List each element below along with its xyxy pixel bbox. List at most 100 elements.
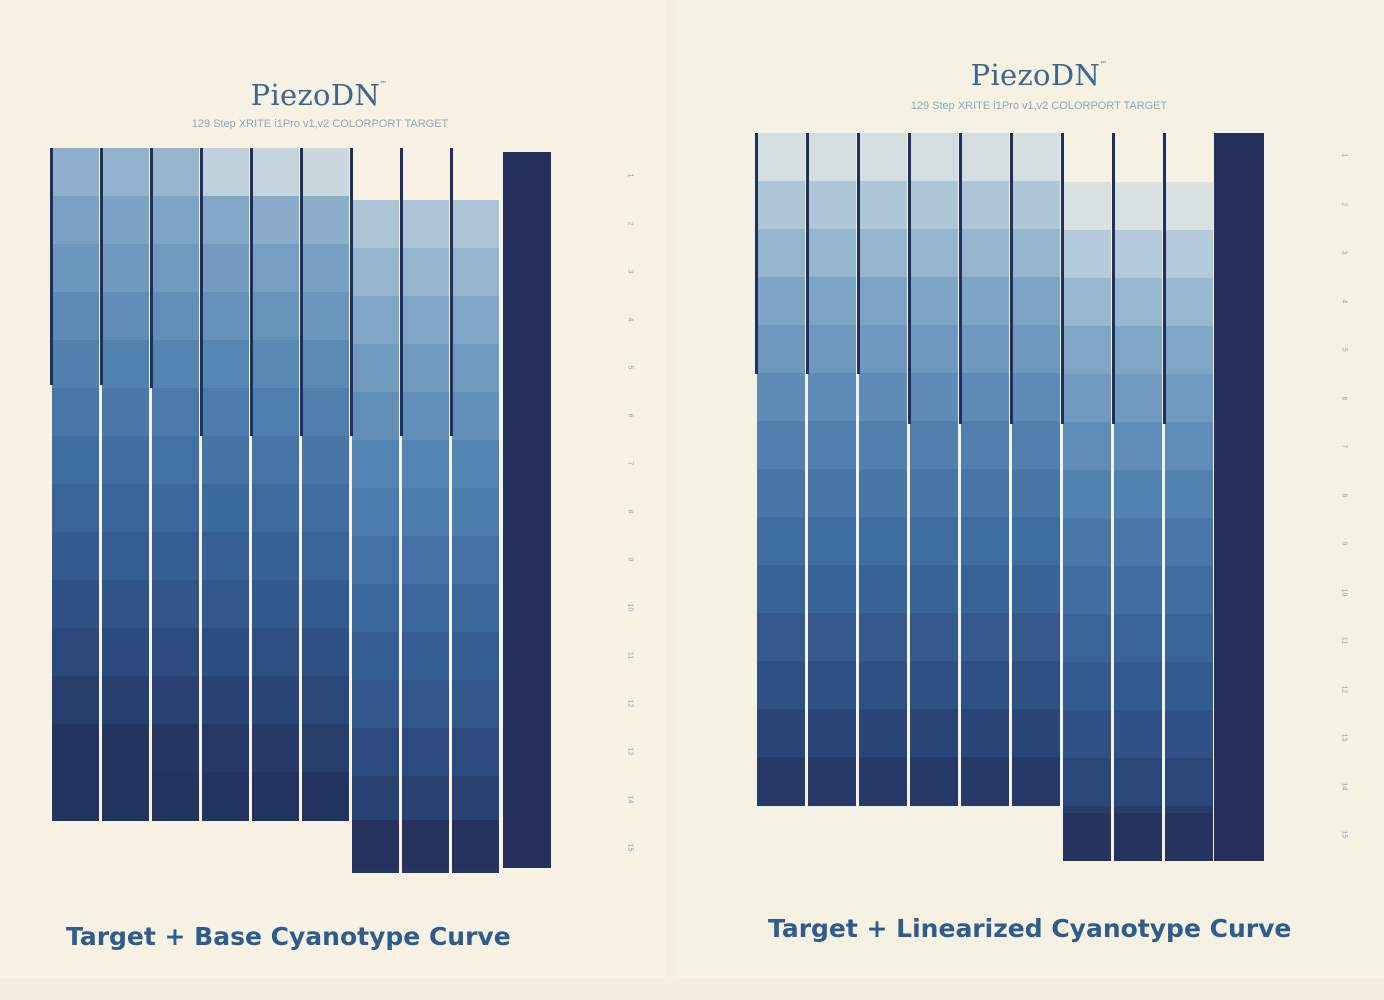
step-patch	[910, 277, 958, 326]
step-patch	[961, 517, 1009, 566]
row-number-label: 15	[1340, 830, 1348, 839]
step-patch	[1063, 182, 1111, 231]
step-patch	[757, 565, 805, 614]
step-patch	[910, 757, 958, 806]
step-patch	[102, 676, 149, 725]
step-patch	[910, 133, 958, 182]
step-patch	[1012, 757, 1060, 806]
step-patch	[302, 532, 349, 581]
step-patch	[859, 277, 907, 326]
step-patch	[352, 296, 399, 345]
left-step-wedge-grid	[0, 0, 667, 900]
step-patch	[402, 632, 449, 681]
column-divider	[350, 148, 353, 436]
step-patch	[1114, 470, 1162, 519]
step-patch	[102, 724, 149, 773]
step-patch	[757, 421, 805, 470]
step-patch	[252, 724, 299, 773]
row-number-label: 15	[626, 843, 634, 852]
column-divider	[755, 133, 758, 374]
step-patch	[757, 133, 805, 182]
step-patch	[910, 181, 958, 230]
step-patch	[859, 565, 907, 614]
step-patch	[402, 536, 449, 585]
step-patch	[757, 757, 805, 806]
step-patch	[452, 536, 499, 585]
step-patch	[302, 148, 349, 197]
step-patch	[352, 392, 399, 441]
step-patch	[152, 724, 199, 773]
right-target-panel: PiezoDN™ 129 Step XRITE i1Pro v1,v2 COLO…	[676, 0, 1384, 978]
step-patch	[452, 776, 499, 825]
column-divider	[857, 133, 860, 374]
step-patch	[352, 344, 399, 393]
step-patch	[52, 724, 99, 773]
step-patch	[1114, 813, 1162, 861]
step-patch	[102, 532, 149, 581]
step-patch	[1165, 374, 1213, 423]
step-patch	[452, 632, 499, 681]
step-patch	[1063, 230, 1111, 279]
step-patch	[202, 292, 249, 341]
step-patch	[1063, 278, 1111, 327]
row-number-label: 5	[1340, 347, 1348, 352]
step-patch	[961, 757, 1009, 806]
step-patch	[1012, 613, 1060, 662]
step-patch	[452, 248, 499, 297]
step-patch	[402, 728, 449, 777]
column-divider	[250, 148, 253, 436]
step-patch	[1012, 469, 1060, 518]
solid-max-density-strip	[503, 152, 551, 868]
step-patch	[152, 772, 199, 821]
step-patch	[910, 613, 958, 662]
step-patch	[808, 421, 856, 470]
step-patch	[102, 580, 149, 629]
step-patch	[859, 709, 907, 758]
step-patch	[102, 484, 149, 533]
row-number-label: 1	[626, 173, 634, 178]
step-patch	[1012, 133, 1060, 182]
step-patch	[1165, 470, 1213, 519]
row-number-label: 10	[626, 603, 634, 612]
step-patch	[910, 661, 958, 710]
step-patch	[859, 517, 907, 566]
step-patch	[1063, 813, 1111, 861]
step-patch	[152, 244, 199, 293]
step-patch	[757, 373, 805, 422]
step-patch	[859, 421, 907, 470]
step-patch	[1114, 614, 1162, 663]
column-divider	[400, 148, 403, 436]
step-patch	[961, 565, 1009, 614]
step-patch	[859, 373, 907, 422]
right-row-labels: 1 2 3 4 5 6 7 8 9 10 11 12 13 14 15	[1334, 0, 1354, 900]
step-patch	[1114, 758, 1162, 807]
step-patch	[1012, 229, 1060, 278]
step-patch	[808, 277, 856, 326]
step-patch	[302, 676, 349, 725]
left-row-labels: 1 2 3 4 5 6 7 8 9 10 11 12 13 14 15	[620, 0, 640, 900]
step-patch	[452, 296, 499, 345]
right-brand-tm: ™	[1100, 60, 1108, 68]
step-patch	[1165, 326, 1213, 375]
step-patch	[102, 388, 149, 437]
left-target-subtitle: 129 Step XRITE i1Pro v1,v2 COLORPORT TAR…	[191, 118, 449, 130]
step-patch	[1012, 565, 1060, 614]
step-patch	[252, 580, 299, 629]
step-patch	[102, 196, 149, 245]
step-patch	[102, 436, 149, 485]
step-patch	[859, 757, 907, 806]
step-patch	[352, 440, 399, 489]
step-patch	[1114, 374, 1162, 423]
step-patch	[52, 676, 99, 725]
step-patch	[202, 676, 249, 725]
step-patch	[910, 421, 958, 470]
row-number-label: 13	[626, 747, 634, 756]
step-patch	[52, 532, 99, 581]
step-patch	[961, 469, 1009, 518]
step-patch	[452, 680, 499, 729]
step-patch	[302, 628, 349, 677]
right-brand-text: PiezoDN	[970, 58, 1101, 92]
step-patch	[1114, 710, 1162, 759]
step-patch	[910, 517, 958, 566]
step-patch	[808, 325, 856, 374]
